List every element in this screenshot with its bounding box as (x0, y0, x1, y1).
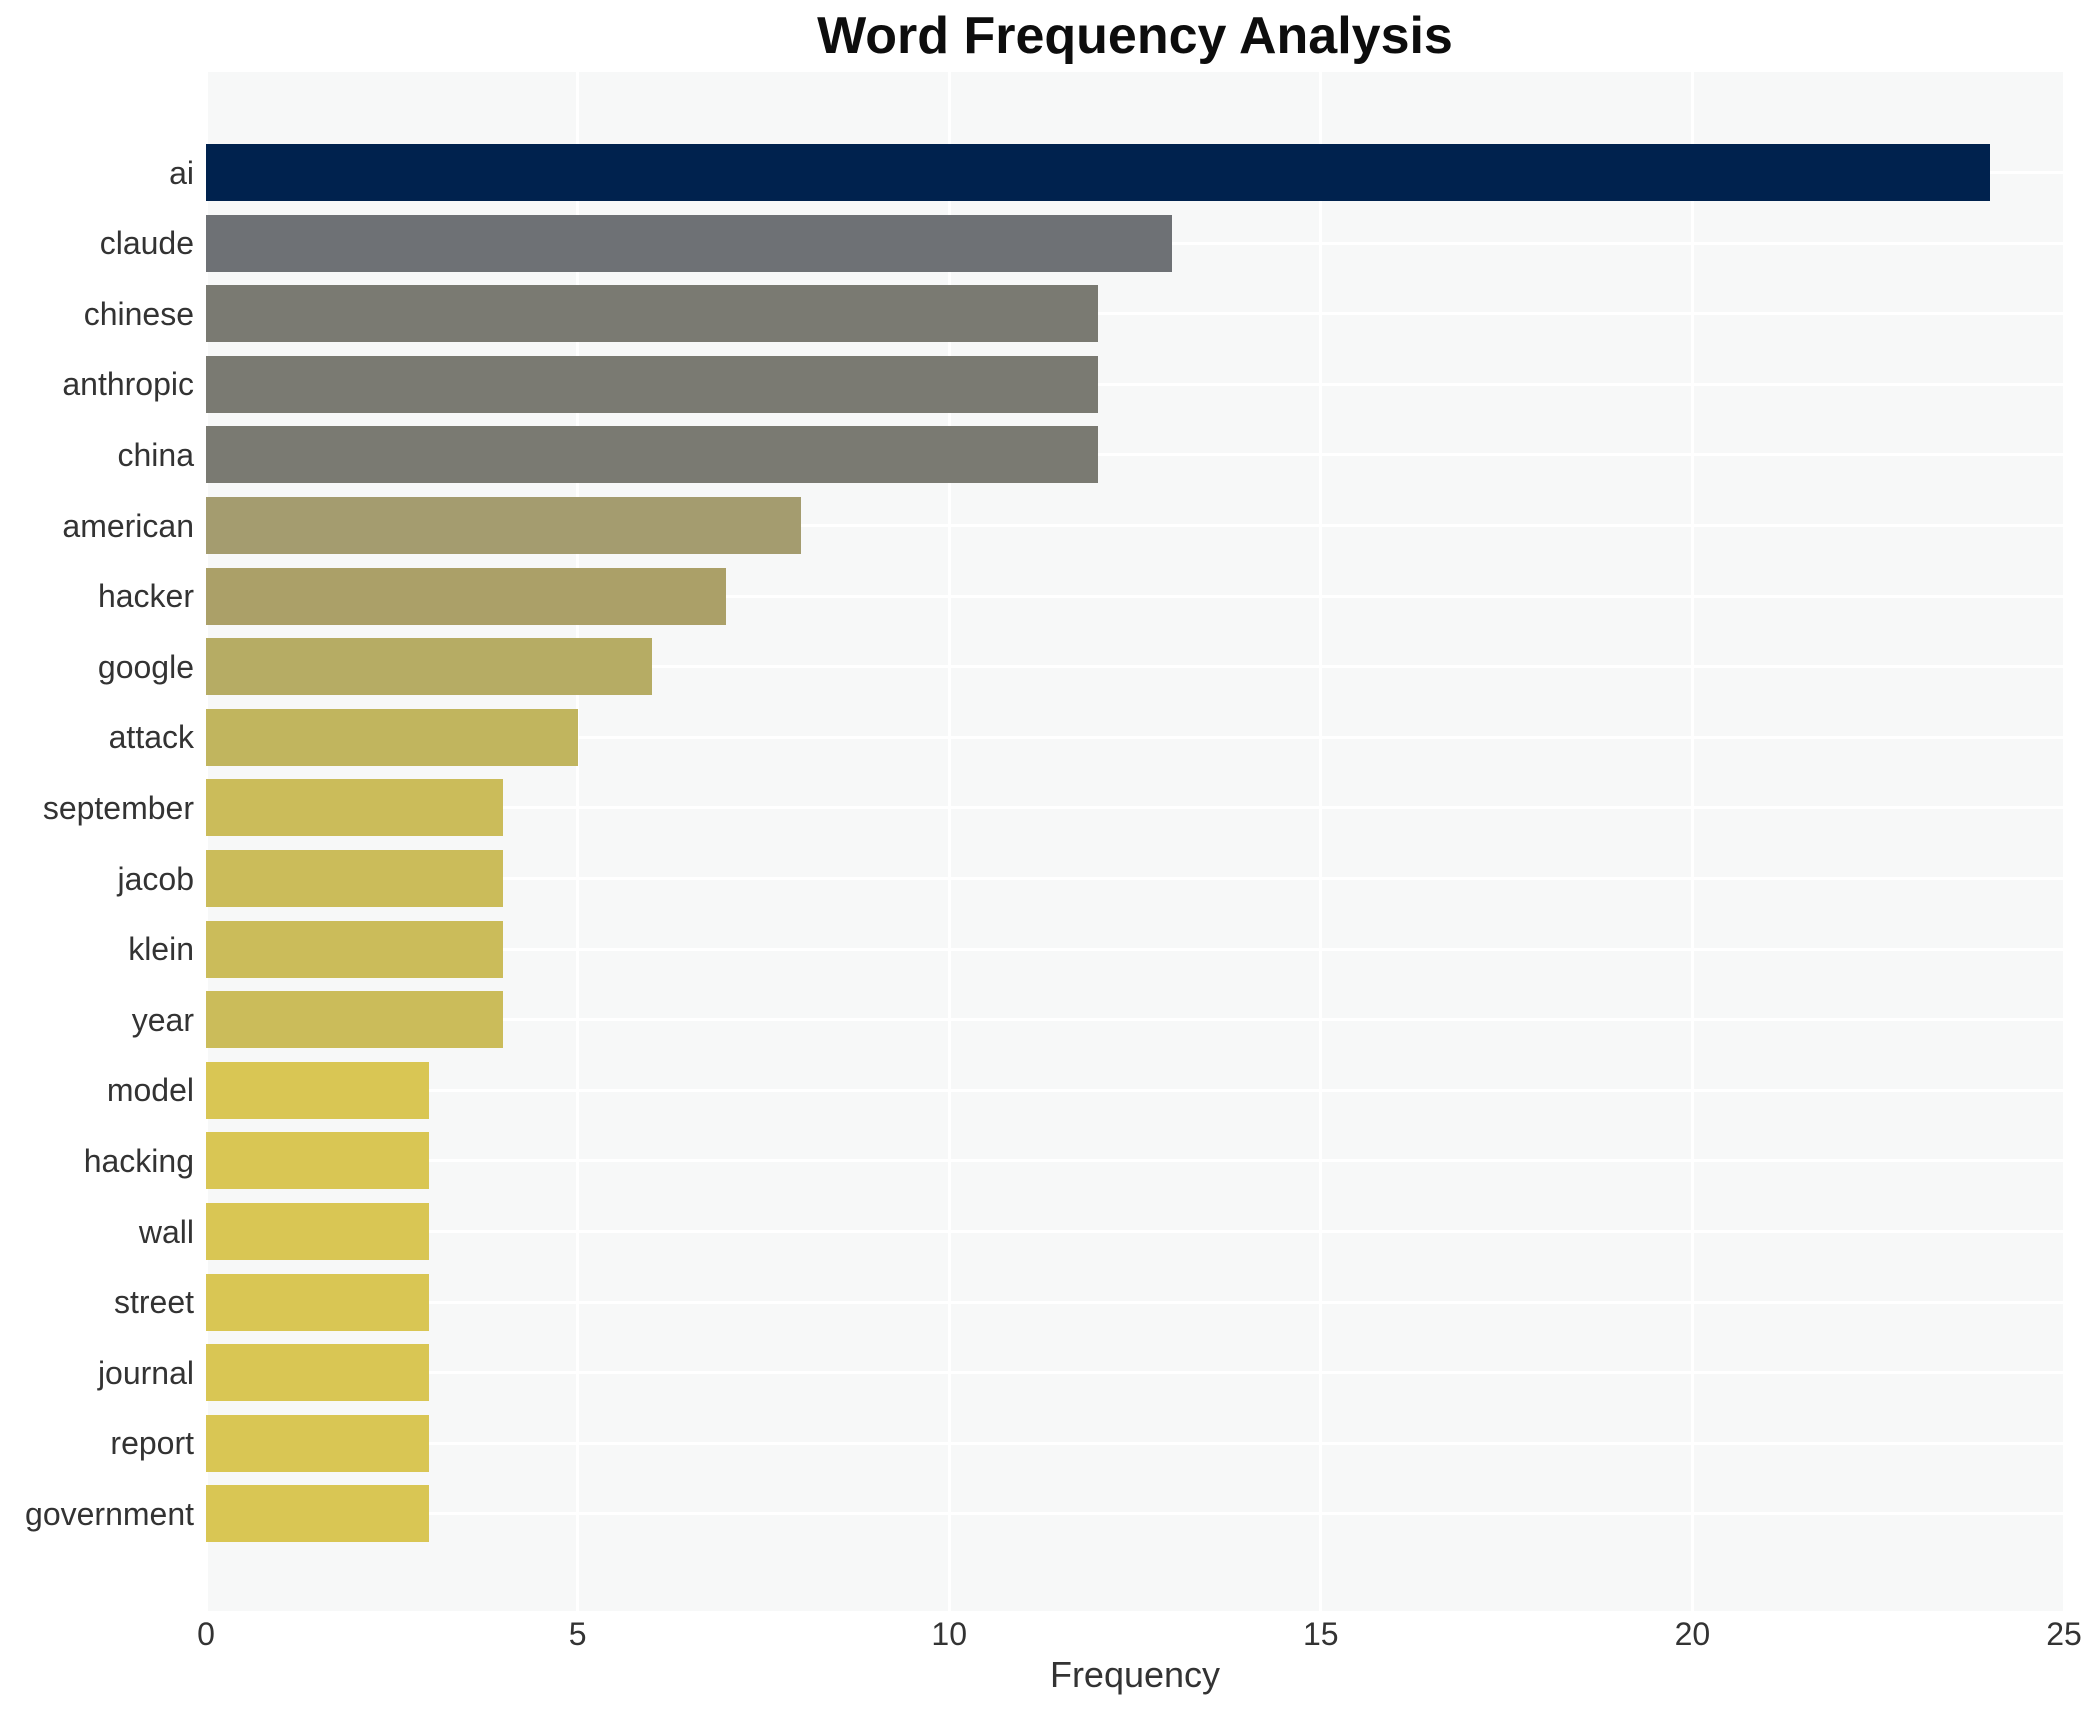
y-tick-label-attack: attack (108, 719, 194, 756)
bar-chinese (206, 285, 1098, 343)
y-tick-label-anthropic: anthropic (62, 366, 194, 403)
y-gridline (206, 806, 2064, 810)
bar-jacob (206, 850, 504, 907)
x-gridline (204, 72, 208, 1611)
bar-model (206, 1061, 429, 1119)
y-gridline (206, 382, 2064, 386)
y-gridline (206, 1512, 2064, 1516)
bar-klein (206, 920, 504, 978)
bar-journal (206, 1344, 429, 1402)
y-tick-label-hacker: hacker (97, 578, 194, 615)
y-tick-label-jacob: jacob (117, 860, 195, 897)
y-tick-label-street: street (113, 1284, 194, 1321)
bar-hacker (206, 567, 727, 625)
y-tick-label-year: year (131, 1001, 194, 1038)
y-gridline (206, 312, 2064, 316)
chart-title: Word Frequency Analysis (817, 7, 1453, 65)
y-gridline (206, 1300, 2064, 1304)
y-gridline (206, 1159, 2064, 1163)
y-tick-label-china: china (117, 436, 195, 473)
y-tick-label-wall: wall (138, 1213, 194, 1250)
x-tick-label: 20 (1674, 1616, 1711, 1652)
x-tick-label: 10 (931, 1616, 967, 1652)
y-gridline (206, 947, 2064, 951)
x-gridline (2062, 72, 2066, 1611)
bar-hacking (206, 1132, 429, 1190)
x-tick-label: 5 (568, 1616, 587, 1652)
bar-street (206, 1273, 429, 1331)
bar-september (206, 779, 504, 837)
y-gridline (206, 1371, 2064, 1375)
x-tick-label: 25 (2046, 1616, 2082, 1652)
y-gridline (206, 594, 2064, 598)
y-tick-label-september: september (42, 789, 194, 826)
bar-wall (206, 1203, 429, 1260)
bar-year (206, 991, 504, 1049)
y-tick-label-claude: claude (99, 225, 194, 262)
y-tick-label-ai: ai (169, 154, 194, 191)
x-gridline (947, 72, 951, 1611)
bar-china (206, 426, 1098, 484)
y-gridline (206, 735, 2064, 739)
y-gridline (206, 453, 2064, 457)
x-gridline (1319, 72, 1323, 1611)
y-tick-label-model: model (106, 1072, 194, 1109)
x-gridline (1690, 72, 1694, 1611)
bar-american (206, 497, 801, 554)
y-tick-label-google: google (97, 648, 194, 685)
x-tick-label: 0 (197, 1616, 215, 1652)
bar-google (206, 638, 652, 696)
y-tick-label-klein: klein (128, 931, 194, 968)
x-axis-title: Frequency (1049, 1654, 1221, 1695)
bar-claude (206, 214, 1173, 272)
bar-attack (206, 708, 578, 766)
y-gridline (206, 665, 2064, 669)
y-tick-label-report: report (110, 1425, 194, 1462)
y-gridline (206, 524, 2064, 527)
plot-area (204, 72, 2066, 1611)
y-gridline (206, 1230, 2064, 1233)
bar-anthropic (206, 355, 1098, 413)
x-gridline (576, 72, 580, 1611)
y-gridline (206, 1441, 2064, 1445)
bar-government (206, 1485, 429, 1543)
y-tick-label-american: american (62, 507, 194, 544)
y-tick-label-government: government (25, 1495, 194, 1532)
y-gridline (206, 1018, 2064, 1022)
y-gridline (206, 877, 2064, 880)
x-tick-label: 15 (1303, 1616, 1339, 1652)
bar-report (206, 1414, 429, 1472)
y-tick-label-journal: journal (97, 1354, 194, 1391)
y-tick-label-hacking: hacking (83, 1142, 194, 1179)
y-gridline (206, 1088, 2064, 1092)
bar-ai (206, 144, 1990, 201)
y-tick-label-chinese: chinese (83, 295, 194, 332)
